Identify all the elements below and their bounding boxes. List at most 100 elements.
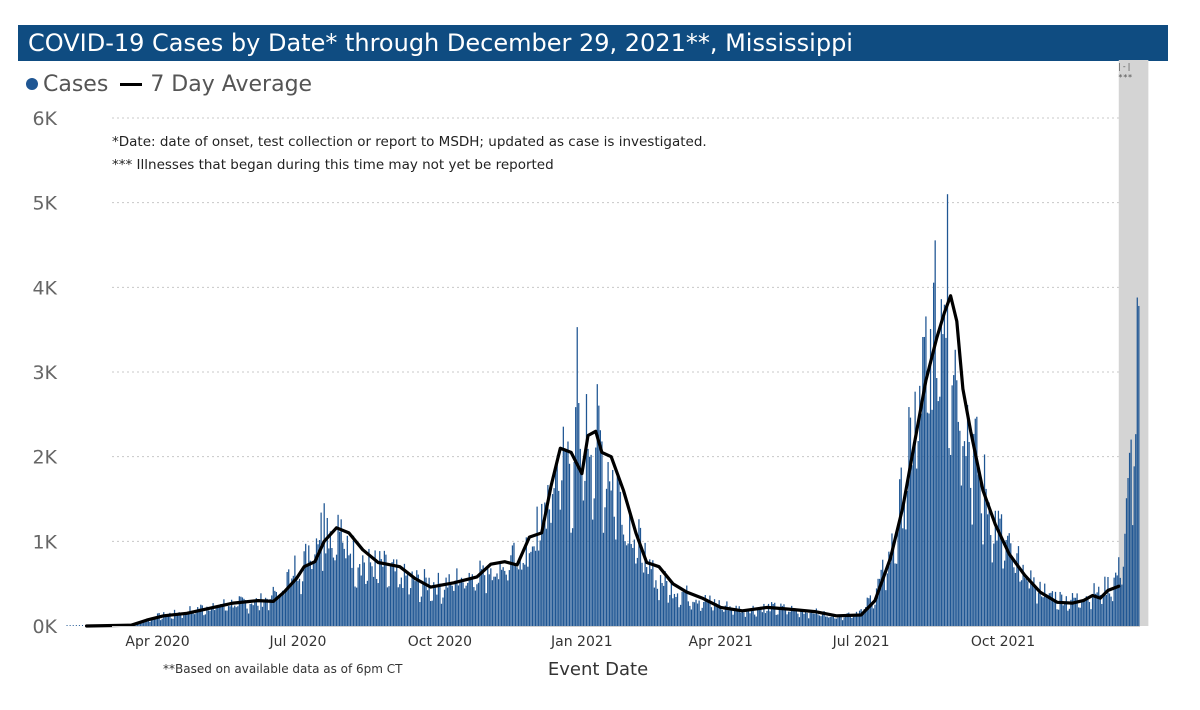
case-bar — [942, 334, 944, 626]
case-bar — [956, 380, 958, 626]
case-bar — [652, 560, 654, 626]
case-bar — [831, 616, 833, 626]
case-bar — [149, 621, 151, 626]
case-bar — [713, 599, 716, 626]
case-bar — [1054, 591, 1057, 626]
case-bar — [474, 590, 477, 626]
legend-cases-label: Cases — [43, 71, 109, 97]
case-bar — [272, 586, 274, 626]
case-bar — [397, 587, 399, 626]
case-bar — [766, 610, 768, 626]
case-bar — [1074, 597, 1077, 626]
case-bar — [1011, 558, 1013, 626]
case-bar — [81, 625, 83, 626]
case-bar — [653, 587, 656, 626]
case-bar — [235, 607, 237, 626]
case-bar — [521, 569, 523, 626]
legend-average-label: 7 Day Average — [150, 71, 313, 97]
case-bar — [291, 578, 293, 626]
shade-range-marker: |-| — [1117, 62, 1131, 71]
case-bar — [1031, 585, 1034, 626]
case-bar — [1044, 583, 1046, 626]
case-bar — [345, 558, 347, 626]
case-bar — [925, 316, 927, 626]
case-bar — [152, 617, 154, 626]
case-bar — [687, 601, 689, 626]
case-bar — [638, 519, 640, 626]
case-bar — [433, 582, 435, 626]
case-bar — [576, 327, 578, 626]
case-bar — [156, 613, 159, 626]
case-bar — [263, 601, 265, 626]
case-bar — [340, 519, 342, 626]
case-bar — [223, 599, 225, 626]
case-bar — [613, 516, 615, 626]
case-bar — [1127, 478, 1129, 626]
case-bar — [578, 403, 580, 626]
case-bar — [808, 618, 810, 626]
case-bar — [1132, 525, 1134, 626]
case-bar — [166, 614, 168, 626]
case-bar — [607, 462, 609, 626]
case-bar — [141, 621, 143, 626]
case-bar — [902, 528, 904, 626]
case-bar — [428, 577, 430, 626]
case-bar — [618, 474, 620, 626]
case-bar — [946, 194, 949, 626]
case-bar — [237, 606, 239, 626]
case-bar — [283, 594, 285, 626]
case-bar — [72, 625, 74, 626]
case-bar — [167, 613, 170, 626]
x-tick-label: Oct 2021 — [971, 634, 1035, 650]
case-bar — [957, 421, 959, 626]
case-bar — [380, 559, 382, 626]
x-axis: Apr 2020 Jul 2020 Oct 2020 Jan 2021 Apr 2021… — [112, 626, 1140, 650]
case-bar — [916, 468, 918, 626]
case-bar — [633, 539, 635, 626]
case-bar — [647, 573, 649, 626]
case-bar — [1078, 607, 1080, 626]
case-bar — [852, 616, 855, 626]
case-bar — [419, 602, 421, 626]
case-bar — [669, 594, 671, 626]
case-bar — [882, 559, 884, 626]
case-bar — [800, 610, 802, 626]
case-bar — [575, 407, 577, 626]
case-bar — [496, 573, 498, 626]
case-bar — [371, 566, 373, 626]
case-bar — [264, 597, 267, 626]
case-bar — [271, 595, 273, 626]
y-tick-label: 4K — [32, 277, 57, 299]
case-bar — [331, 547, 333, 626]
case-bar — [531, 546, 534, 626]
case-bar — [1000, 514, 1003, 626]
case-bar — [158, 612, 160, 626]
case-bar — [760, 606, 762, 626]
case-bar — [448, 574, 450, 626]
case-bar — [451, 585, 453, 626]
case-bar — [186, 611, 188, 626]
case-bar — [769, 611, 771, 626]
case-bar — [1047, 598, 1049, 626]
case-bar — [277, 597, 279, 626]
case-bar — [150, 620, 153, 626]
case-bar — [710, 607, 713, 626]
case-bar — [443, 589, 446, 626]
case-bar — [1116, 575, 1118, 626]
case-bar — [482, 565, 484, 626]
case-bar — [342, 542, 344, 626]
case-bar — [246, 608, 248, 626]
case-bar — [1101, 603, 1103, 626]
case-bar — [604, 507, 606, 626]
case-bar — [406, 573, 409, 626]
case-bar — [818, 615, 821, 626]
case-bar — [565, 448, 568, 626]
case-bar — [1005, 539, 1007, 626]
case-bar — [224, 610, 227, 626]
case-bar — [234, 605, 236, 626]
case-bar — [551, 494, 554, 626]
case-bar — [269, 599, 271, 626]
case-bar — [707, 600, 710, 626]
case-bar — [595, 447, 597, 626]
case-bar — [485, 593, 487, 626]
